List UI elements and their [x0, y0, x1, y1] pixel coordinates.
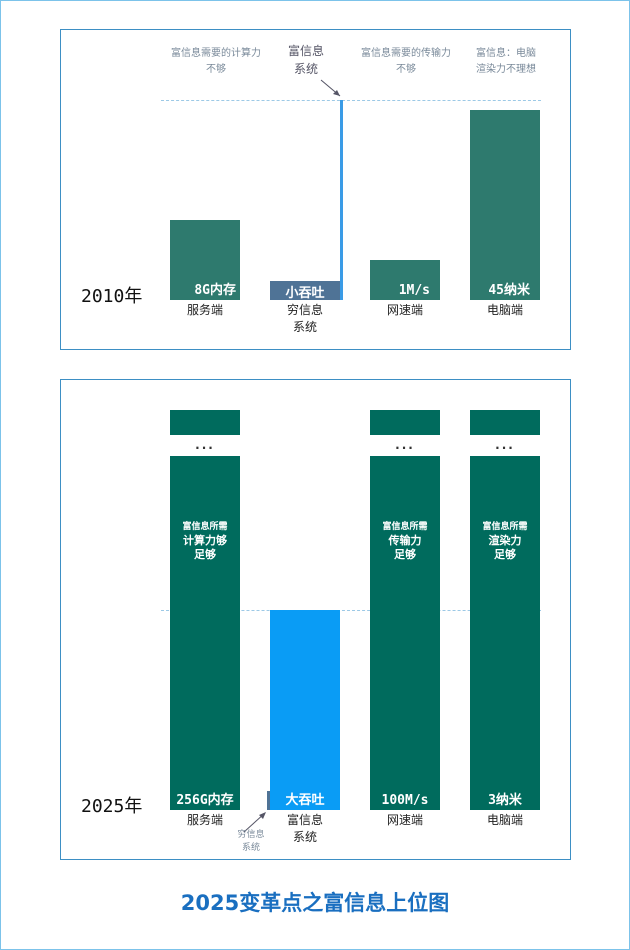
- year-label-2010: 2010年: [81, 286, 143, 307]
- bar-label: 256G内存: [176, 793, 234, 808]
- bar-label: 3纳米: [488, 793, 522, 808]
- bar-pc-2010: 45纳米: [470, 110, 540, 300]
- bar-label: 大吞吐: [285, 793, 325, 808]
- ellipsis-pc: ...: [495, 438, 515, 452]
- note-poor-system-2025: 穷信息 系统: [237, 830, 265, 853]
- category-poor-system-2010: 穷信息 系统: [286, 303, 323, 334]
- category-server-2010: 服务端: [186, 303, 223, 317]
- bar-pc-2025-top: [470, 410, 540, 435]
- bar-label: 100M/s: [381, 793, 429, 808]
- category-network-2025: 网速端: [386, 813, 423, 827]
- panel-2025: ... 富信息所需 计算力够 足够 256G内存 大吞吐 ... 富信息所需 传…: [60, 379, 571, 860]
- bar-rich-system-2025: 大吞吐: [270, 610, 340, 810]
- note-pc-2010: 富信息：电脑 渲染力不理想: [476, 48, 536, 75]
- note-rich-system-2010: 富信息 系统: [287, 44, 324, 76]
- bar-server-2025-top: [170, 410, 240, 435]
- arrow-icon: [320, 79, 341, 97]
- year-label-2025: 2025年: [81, 796, 143, 817]
- page-title: 2025变革点之富信息上位图: [180, 891, 450, 915]
- inner-text-server: 富信息所需 计算力够 足够: [182, 522, 228, 561]
- bar-label: 1M/s: [398, 283, 430, 298]
- ellipsis-network: ...: [395, 438, 415, 452]
- ellipsis-server: ...: [195, 438, 215, 452]
- bar-network-2025-top: [370, 410, 440, 435]
- bar-label: 45纳米: [488, 283, 530, 298]
- bar-poor-system-2010: 小吞吐: [270, 281, 340, 301]
- category-rich-system-2025: 富信息 系统: [286, 813, 323, 844]
- bar-network-2010: 1M/s: [370, 260, 440, 300]
- arrow-icon: [243, 812, 266, 833]
- threshold-line-2010: [161, 100, 541, 101]
- bar-pc-2025: 富信息所需 渲染力 足够 3纳米: [470, 456, 540, 810]
- category-server-2025: 服务端: [186, 813, 223, 827]
- bar-network-2025: 富信息所需 传输力 足够 100M/s: [370, 456, 440, 810]
- note-network-2010: 富信息需要的传输力 不够: [361, 48, 451, 75]
- inner-text-network: 富信息所需 传输力 足够: [382, 522, 428, 561]
- bar-label: 8G内存: [194, 283, 236, 298]
- bar-server-2010: 8G内存: [170, 220, 240, 300]
- category-network-2010: 网速端: [386, 303, 423, 317]
- inner-text-pc: 富信息所需 渲染力 足够: [482, 522, 528, 561]
- category-pc-2010: 电脑端: [486, 303, 523, 317]
- category-pc-2025: 电脑端: [486, 813, 523, 827]
- panel-2010: 富信息需要的计算力 不够 富信息 系统 富信息需要的传输力 不够 富信息：电脑 渲染力不…: [60, 29, 571, 350]
- bar-label: 小吞吐: [285, 286, 325, 301]
- bar-server-2025: 富信息所需 计算力够 足够 256G内存: [170, 456, 240, 810]
- bar-rich-system-2010: [340, 100, 343, 300]
- note-server-2010: 富信息需要的计算力 不够: [171, 48, 261, 75]
- bar-poor-system-2025: [267, 791, 270, 810]
- threshold-line-2025: [161, 610, 541, 611]
